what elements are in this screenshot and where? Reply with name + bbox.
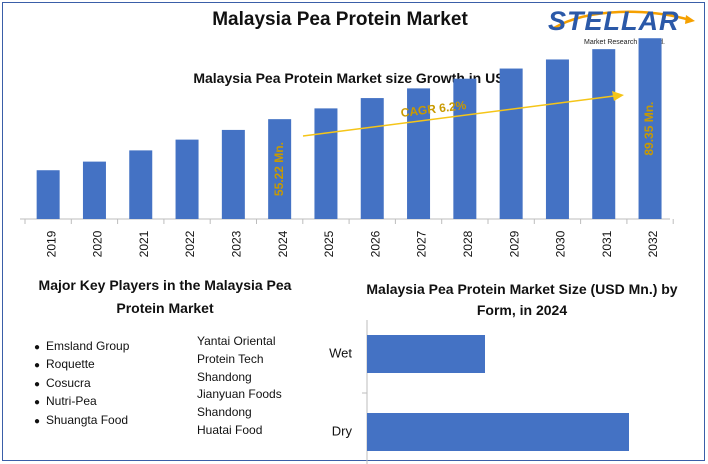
bar-2022 bbox=[175, 139, 199, 219]
key-player-name: Huatai Food bbox=[197, 422, 263, 437]
key-player-name: Roquette bbox=[46, 357, 95, 372]
logo-wordmark: STELLAR bbox=[548, 6, 680, 36]
key-player-item: ● Cosucra bbox=[34, 374, 129, 392]
bar-2023 bbox=[221, 129, 245, 219]
key-player-name: Emsland Group bbox=[46, 339, 130, 353]
y-tick-label: Wet bbox=[329, 345, 352, 360]
bar-2026 bbox=[360, 98, 384, 219]
key-player-name: Yantai Oriental bbox=[197, 334, 276, 348]
x-tick-label: 2029 bbox=[507, 230, 521, 257]
bar-2021 bbox=[129, 150, 153, 219]
form-bar-chart: Wet Dry bbox=[329, 320, 629, 464]
key-player-name: Cosucra bbox=[46, 375, 91, 390]
key-player-item: ● Emsland Group bbox=[34, 337, 129, 355]
bullet-icon: ● bbox=[34, 378, 41, 390]
data-label: 89.35 Mn. bbox=[642, 102, 656, 156]
x-tick-label: 2032 bbox=[646, 230, 660, 257]
x-tick-label: 2031 bbox=[600, 230, 614, 257]
bar-2029 bbox=[499, 68, 523, 220]
bar-wet bbox=[367, 335, 485, 373]
key-players-list-1: ● Emsland Group ● Roquette ● Cosucra ● Nutri-Pe… bbox=[34, 337, 129, 429]
bullet-icon: ● bbox=[34, 415, 41, 427]
bar-2031 bbox=[592, 49, 616, 220]
cagr-arrow-line bbox=[302, 95, 615, 137]
form-chart-title: Malaysia Pea Protein Market Size (USD Mn… bbox=[366, 281, 678, 318]
swoosh-icon bbox=[553, 10, 695, 30]
x-tick-label: 2019 bbox=[44, 230, 58, 257]
key-players-list-2: Yantai Oriental Protein Tech Shandong Jiany… bbox=[197, 333, 282, 440]
x-tick-label: 2025 bbox=[322, 230, 336, 257]
x-tick-label: 2026 bbox=[368, 230, 382, 257]
bullet-icon: ● bbox=[34, 397, 41, 409]
market-growth-chart: Malaysia Pea Protein Market size Growth … bbox=[20, 38, 674, 257]
bar-2024 bbox=[268, 119, 292, 219]
key-player-name: Shuangta Food bbox=[46, 412, 129, 427]
x-tick-label: 2027 bbox=[415, 230, 429, 257]
page-title: Malaysia Pea Protein Market bbox=[212, 9, 468, 30]
x-tick-label: 2024 bbox=[276, 230, 290, 257]
bar-2030 bbox=[545, 59, 569, 219]
key-player-name: Shandong bbox=[197, 405, 252, 420]
bar-2020 bbox=[82, 161, 106, 219]
key-player-item: ● Roquette bbox=[34, 355, 129, 373]
bar-2019 bbox=[36, 170, 60, 219]
key-player-name: Nutri-Pea bbox=[46, 394, 97, 409]
key-player-name: Shandong bbox=[197, 369, 252, 384]
x-tick-label: 2028 bbox=[461, 230, 475, 257]
bar-dry bbox=[367, 413, 629, 451]
x-tick-label: 2023 bbox=[230, 230, 244, 257]
chart-title: Malaysia Pea Protein Market size Growth … bbox=[193, 70, 514, 86]
x-tick-label: 2021 bbox=[137, 230, 151, 257]
key-player-item: ● Shuangta Food bbox=[34, 411, 129, 429]
bar-2025 bbox=[314, 108, 338, 219]
bullet-icon: ● bbox=[34, 342, 41, 353]
x-tick-label: 2022 bbox=[183, 230, 197, 257]
data-label: 55.22 Mn. bbox=[272, 142, 286, 196]
x-tick-label: 2020 bbox=[91, 230, 105, 257]
bullet-icon: ● bbox=[34, 360, 41, 372]
x-tick-label: 2030 bbox=[554, 230, 568, 257]
logo-tagline: Market Research Pvt. Ltd. bbox=[584, 39, 665, 46]
key-player-name: Protein Tech bbox=[197, 351, 264, 366]
stellar-logo: STELLAR Market Research Pvt. Ltd. bbox=[548, 6, 698, 54]
cagr-arrow-head bbox=[612, 91, 624, 101]
key-players-title: Major Key Players in the Malaysia Pea Pr… bbox=[38, 277, 292, 316]
y-tick-label: Dry bbox=[332, 423, 353, 438]
key-player-item: ● Nutri-Pea bbox=[34, 392, 129, 410]
key-player-name: Jianyuan Foods bbox=[197, 387, 282, 402]
bar-2032 bbox=[638, 38, 662, 219]
